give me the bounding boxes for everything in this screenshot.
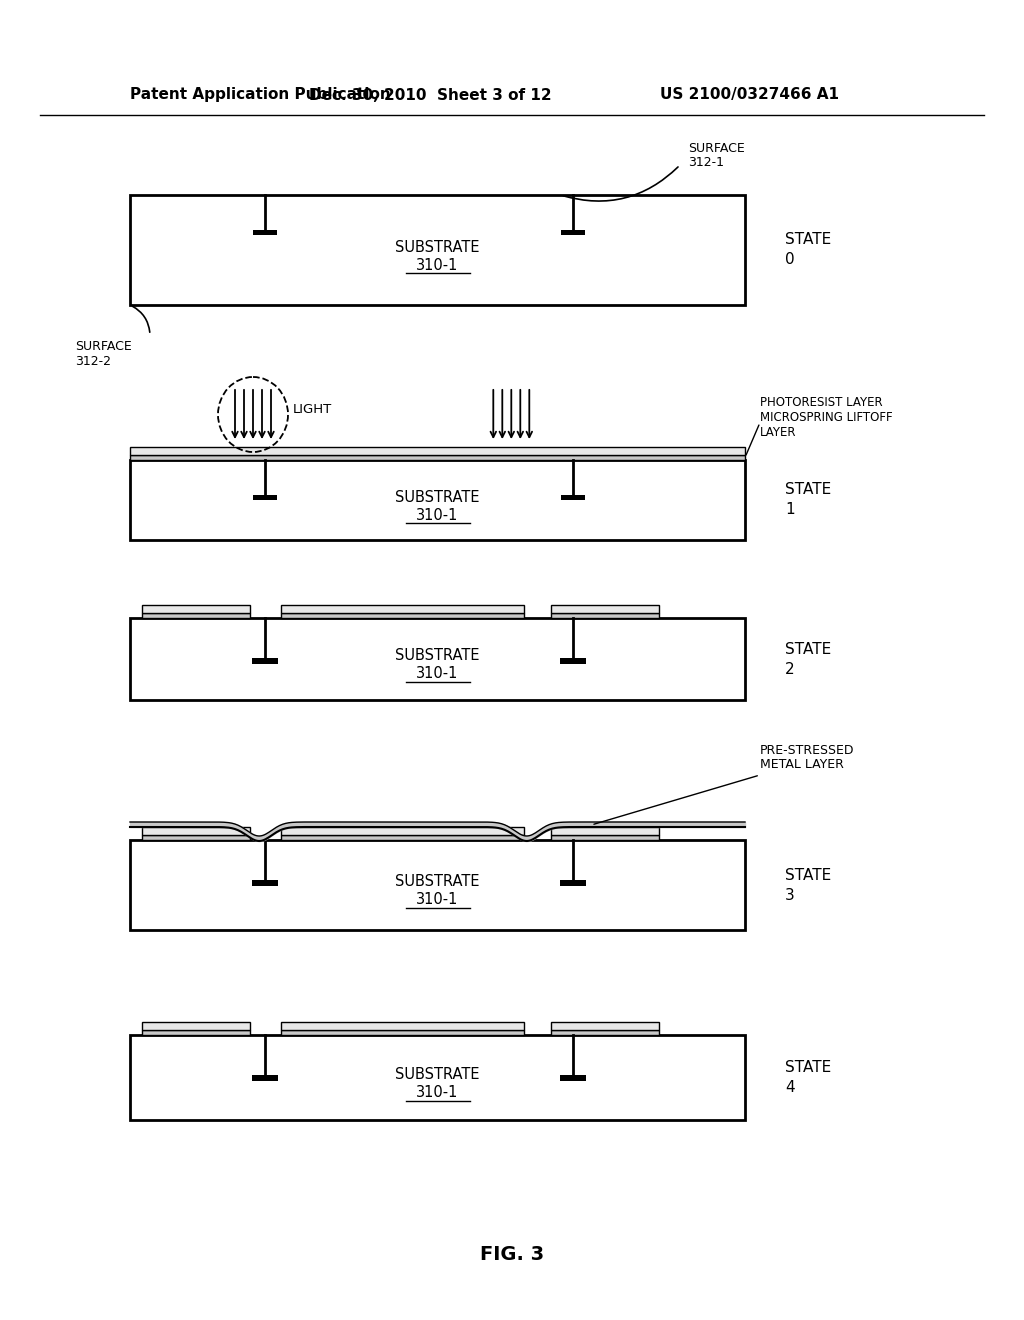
Bar: [253, 495, 278, 500]
Text: 4: 4: [785, 1080, 795, 1096]
Bar: [142, 1030, 250, 1035]
Bar: [130, 618, 745, 700]
Bar: [551, 1030, 658, 1035]
Text: MICROSPRING LIFTOFF: MICROSPRING LIFTOFF: [760, 411, 893, 424]
Bar: [560, 880, 586, 886]
Text: 310-1: 310-1: [417, 667, 459, 681]
Text: SUBSTRATE: SUBSTRATE: [395, 874, 480, 890]
Bar: [252, 1074, 279, 1081]
Text: 310-1: 310-1: [417, 257, 459, 272]
Text: 1: 1: [785, 503, 795, 517]
Bar: [253, 230, 278, 235]
Bar: [142, 605, 250, 612]
Bar: [551, 605, 658, 612]
Bar: [130, 455, 745, 459]
Text: SUBSTRATE: SUBSTRATE: [395, 1067, 480, 1082]
Bar: [142, 1022, 250, 1030]
Text: 3: 3: [785, 887, 795, 903]
Text: 2: 2: [785, 661, 795, 676]
Bar: [130, 1035, 745, 1119]
Bar: [281, 605, 523, 612]
Bar: [142, 612, 250, 618]
Text: STATE: STATE: [785, 483, 831, 498]
Bar: [551, 828, 658, 836]
Text: 310-1: 310-1: [417, 892, 459, 908]
Text: Patent Application Publication: Patent Application Publication: [130, 87, 391, 103]
Bar: [551, 1022, 658, 1030]
Text: METAL LAYER: METAL LAYER: [760, 759, 844, 771]
Text: SUBSTRATE: SUBSTRATE: [395, 490, 480, 504]
Text: STATE: STATE: [785, 642, 831, 656]
Bar: [130, 195, 745, 305]
Text: 310-1: 310-1: [417, 507, 459, 523]
Bar: [561, 230, 585, 235]
Bar: [281, 836, 523, 840]
Text: PHOTORESIST LAYER: PHOTORESIST LAYER: [760, 396, 883, 409]
Bar: [130, 459, 745, 540]
Text: SUBSTRATE: SUBSTRATE: [395, 239, 480, 255]
Text: 310-1: 310-1: [417, 1085, 459, 1100]
Text: LIGHT: LIGHT: [293, 403, 332, 416]
Bar: [560, 1074, 586, 1081]
Text: Dec. 30, 2010  Sheet 3 of 12: Dec. 30, 2010 Sheet 3 of 12: [308, 87, 551, 103]
Bar: [281, 828, 523, 836]
Text: US 2100/0327466 A1: US 2100/0327466 A1: [660, 87, 839, 103]
Bar: [252, 880, 279, 886]
Text: STATE: STATE: [785, 232, 831, 248]
Bar: [561, 495, 585, 500]
Text: LAYER: LAYER: [760, 426, 797, 440]
Text: SURFACE: SURFACE: [688, 141, 744, 154]
Bar: [281, 1030, 523, 1035]
Bar: [281, 1022, 523, 1030]
Bar: [551, 836, 658, 840]
Text: STATE: STATE: [785, 867, 831, 883]
Text: PRE-STRESSED: PRE-STRESSED: [760, 743, 854, 756]
Text: 312-2: 312-2: [75, 355, 111, 368]
Text: FIG. 3: FIG. 3: [480, 1246, 544, 1265]
Bar: [560, 657, 586, 664]
Text: 312-1: 312-1: [688, 157, 724, 169]
Bar: [130, 840, 745, 931]
Bar: [142, 836, 250, 840]
Text: STATE: STATE: [785, 1060, 831, 1074]
Bar: [130, 447, 745, 455]
Bar: [142, 828, 250, 836]
Text: 0: 0: [785, 252, 795, 268]
Text: SURFACE: SURFACE: [75, 341, 132, 352]
Bar: [281, 612, 523, 618]
Text: SUBSTRATE: SUBSTRATE: [395, 648, 480, 664]
Bar: [252, 657, 279, 664]
Bar: [551, 612, 658, 618]
